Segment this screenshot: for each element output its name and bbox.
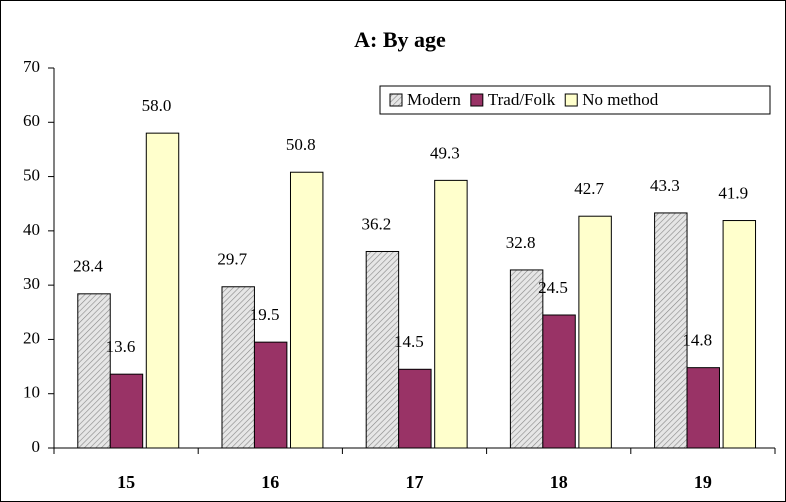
x-tick-label: 19 bbox=[694, 472, 712, 492]
bar bbox=[578, 215, 612, 449]
y-tick-label: 50 bbox=[23, 165, 40, 184]
x-tick-label: 16 bbox=[261, 472, 279, 492]
value-label: 49.3 bbox=[430, 143, 460, 162]
bar bbox=[398, 368, 432, 449]
value-label: 58.0 bbox=[142, 96, 172, 115]
bar bbox=[289, 171, 324, 449]
bar bbox=[686, 367, 720, 449]
x-tick-label: 17 bbox=[406, 472, 424, 492]
bar bbox=[221, 286, 255, 449]
value-label: 32.8 bbox=[506, 233, 536, 252]
y-tick-label: 30 bbox=[23, 274, 40, 293]
legend-swatch bbox=[564, 93, 578, 107]
value-label: 43.3 bbox=[650, 176, 680, 195]
bar bbox=[145, 132, 180, 449]
bar bbox=[542, 314, 576, 449]
value-label: 50.8 bbox=[286, 135, 316, 154]
legend-swatch bbox=[389, 93, 403, 107]
y-tick-label: 60 bbox=[23, 111, 40, 130]
bar bbox=[434, 179, 468, 449]
value-label: 28.4 bbox=[73, 257, 103, 276]
bar bbox=[722, 220, 757, 449]
legend-label: Trad/Folk bbox=[488, 90, 556, 109]
value-label: 19.5 bbox=[250, 305, 280, 324]
bar bbox=[77, 293, 111, 449]
value-label: 41.9 bbox=[718, 183, 748, 202]
bar bbox=[109, 373, 144, 449]
value-label: 42.7 bbox=[574, 179, 604, 198]
y-tick-label: 20 bbox=[23, 328, 40, 347]
y-tick-label: 70 bbox=[23, 57, 40, 76]
y-tick-label: 0 bbox=[32, 437, 41, 456]
chart-title: A: By age bbox=[354, 27, 446, 52]
value-label: 36.2 bbox=[362, 214, 392, 233]
value-label: 24.5 bbox=[538, 278, 568, 297]
value-label: 29.7 bbox=[217, 250, 247, 269]
x-tick-label: 18 bbox=[550, 472, 568, 492]
y-tick-label: 10 bbox=[23, 383, 40, 402]
x-tick-label: 15 bbox=[117, 472, 135, 492]
bar bbox=[365, 250, 400, 449]
y-tick-label: 40 bbox=[23, 220, 40, 239]
bar bbox=[253, 341, 288, 449]
value-label: 13.6 bbox=[106, 337, 136, 356]
bar bbox=[654, 212, 688, 449]
legend-label: Modern bbox=[407, 90, 461, 109]
legend-label: No method bbox=[582, 90, 659, 109]
value-label: 14.8 bbox=[682, 331, 712, 350]
legend-swatch bbox=[470, 93, 484, 107]
value-label: 14.5 bbox=[394, 332, 424, 351]
